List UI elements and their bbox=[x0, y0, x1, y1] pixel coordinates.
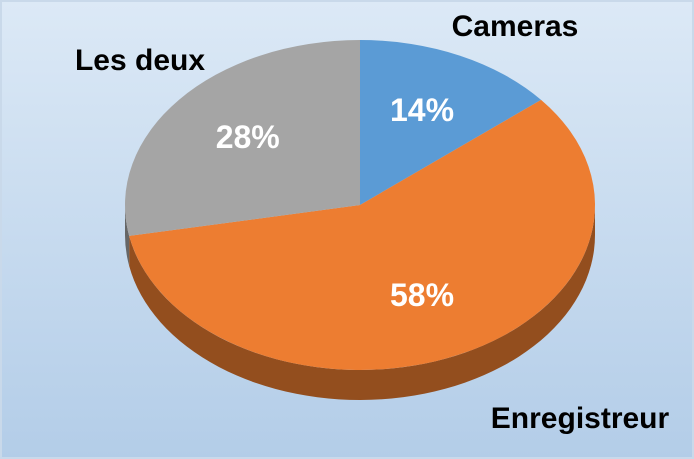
labels: 14% Cameras 58% Enregistreur 28% Les deux bbox=[75, 10, 670, 435]
pie-slice bbox=[124, 40, 360, 236]
category-label: Enregistreur bbox=[491, 402, 670, 435]
category-label: Cameras bbox=[452, 10, 579, 43]
pie-slice bbox=[360, 40, 542, 205]
pie-tops bbox=[124, 40, 596, 371]
data-label: 58% bbox=[390, 277, 454, 313]
pie-side bbox=[129, 205, 596, 400]
pie-sides bbox=[125, 205, 596, 400]
data-label: 14% bbox=[390, 92, 454, 128]
data-label: 28% bbox=[216, 119, 280, 155]
pie-side bbox=[125, 205, 130, 266]
pie-slice bbox=[129, 99, 596, 371]
category-label: Les deux bbox=[75, 44, 205, 77]
